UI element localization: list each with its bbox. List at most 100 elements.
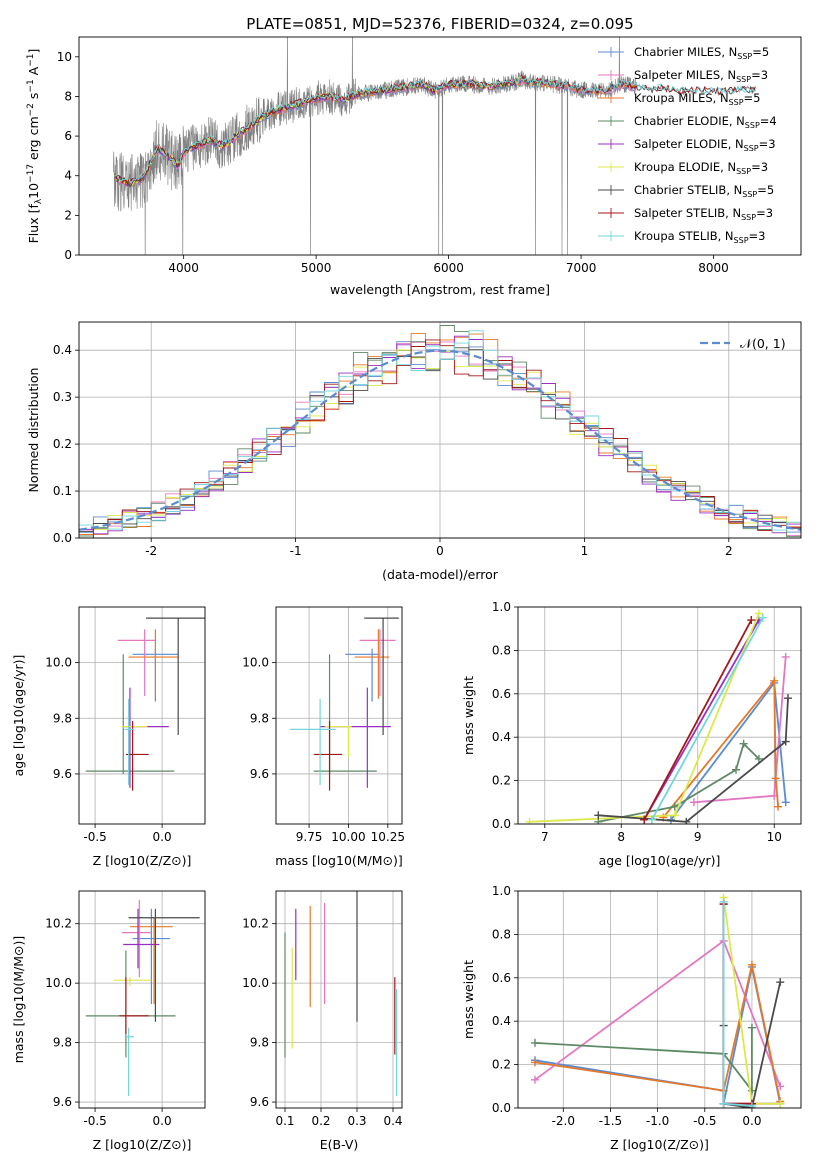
- legend-label-sub: SSP: [736, 75, 751, 84]
- series-kroupa_miles: [659, 676, 783, 822]
- legend-label-tail: =5: [752, 45, 769, 59]
- x-tick-label: 6000: [433, 261, 464, 275]
- x-tick-label: 0.1: [275, 1114, 294, 1128]
- y-tick-label: 1.0: [492, 600, 511, 614]
- series-marker: [747, 1101, 756, 1108]
- plot-area: [85, 617, 205, 791]
- x-tick-label: 1: [581, 544, 589, 558]
- legend-label-tail: =5: [744, 91, 761, 105]
- y-tick-label: 0.8: [492, 643, 511, 657]
- panel-mass_vs_EBV: 0.1 0.2 0.3 0.4 9.6 9.8 10.0 10.2 E(B-V): [242, 890, 403, 1152]
- y-tick-label: 9.8: [250, 711, 269, 725]
- x-tick-label: -1: [290, 544, 302, 558]
- series-marker: [670, 811, 679, 820]
- legend-label-kroupa_elodie: Kroupa ELODIE, NSSP=3: [634, 160, 768, 176]
- errorbar-salpeter_miles: [121, 899, 152, 978]
- y-tick-label: 9.8: [53, 1036, 72, 1050]
- y-tick-label: 10.0: [45, 656, 72, 670]
- y-axis-label: mass [log10(M/M⊙)]: [11, 936, 26, 1064]
- legend-label-sub: SSP: [737, 52, 752, 61]
- y-tick-label: 0.8: [492, 927, 511, 941]
- series-chabrier_stelib: [594, 694, 792, 824]
- x-tick-label: 5000: [301, 261, 332, 275]
- errorbar-kroupa_miles: [128, 629, 179, 699]
- x-tick-label: -0.5: [83, 830, 106, 844]
- series-salpeter_stelib: [640, 616, 756, 824]
- panel-residuals: -2 -1 0 1 2 0.0 0.1 0.2 0.3 0.4 𝒩(0, 1) (data-model…: [26, 321, 802, 582]
- legend-label-kroupa_miles: Kroupa MILES, NSSP=5: [634, 91, 760, 107]
- y-tick-label: 10.0: [45, 976, 72, 990]
- y-tick-label: 0.6: [492, 687, 511, 701]
- y-tick-label: 0.0: [492, 1101, 511, 1115]
- legend-label-kroupa_stelib: Kroupa STELIB, NSSP=3: [634, 229, 765, 245]
- panel-mass_weight_vs_age: 7 8 9 10 0.0 0.2 0.4 0.6 0.8 1.0 age [log10(age/yr…: [461, 600, 802, 868]
- y-tick-label: 0: [64, 248, 72, 262]
- x-tick-label: 10: [767, 830, 782, 844]
- x-tick-label: 0.0: [742, 1114, 761, 1128]
- y-axis-label: mass weight: [461, 676, 476, 755]
- series-marker: [781, 652, 790, 661]
- x-axis-label: wavelength [Angstrom, rest frame]: [330, 282, 550, 297]
- legend-label-text: Kroupa STELIB, N: [634, 229, 734, 243]
- tick-labels: 9.75 10.00 10.25 9.6 9.8 10.0: [242, 656, 405, 844]
- y-tick-label: 0.0: [492, 817, 511, 831]
- y-tick-label: 0.6: [492, 971, 511, 985]
- x-tick-label: 7000: [566, 261, 597, 275]
- x-tick-label: -2.0: [552, 1114, 575, 1128]
- histogram-chabrier_stelib: [79, 347, 801, 532]
- legend-label-sub: SSP: [734, 236, 749, 245]
- series-marker: [776, 1099, 785, 1108]
- errorbar-kroupa_elodie: [113, 977, 152, 987]
- series-kroupa_stelib: [647, 613, 767, 824]
- y-tick-label: 10: [57, 50, 72, 64]
- axes-frame: [78, 606, 206, 825]
- series-line: [534, 964, 782, 1102]
- y-tick-label: 4: [64, 169, 72, 183]
- y-tick-label: 2: [64, 208, 72, 222]
- y-tick-label: 0.2: [492, 774, 511, 788]
- x-tick-label: -1.5: [599, 1114, 622, 1128]
- x-tick-label: -1.0: [646, 1114, 669, 1128]
- y-tick-label: 1.0: [492, 884, 511, 898]
- legend-label-text: Kroupa ELODIE, N: [634, 160, 736, 174]
- series-marker: [731, 765, 740, 774]
- series-marker: [776, 978, 785, 987]
- tick-labels: -0.5 0.0 9.6 9.8 10.0: [45, 656, 171, 844]
- errorbar-kroupa_stelib: [290, 698, 336, 786]
- y-axis-label: Normed distribution: [26, 368, 41, 493]
- legend-label-salpeter_elodie: Salpeter ELODIE, NSSP=3: [634, 137, 776, 153]
- axes-frame: [78, 321, 802, 539]
- series-marker: [747, 616, 756, 625]
- panel-mass_vs_Z: -0.5 0.0 9.6 9.8 10.0 10.2 Z [log10(Z/Z⊙)] mass…: [11, 890, 206, 1152]
- errorbar-kroupa_stelib: [125, 1027, 134, 1097]
- series-marker: [781, 798, 790, 807]
- series-marker: [783, 694, 792, 703]
- series-line: [534, 1027, 753, 1094]
- legend-label-chabrier_elodie: Chabrier ELODIE, NSSP=4: [634, 114, 777, 130]
- y-tick-label: 0.2: [53, 437, 72, 451]
- axes-frame: [275, 606, 403, 825]
- legend-label-sub: SSP: [744, 144, 759, 153]
- series-marker: [781, 737, 790, 746]
- x-tick-label: -0.5: [83, 1114, 106, 1128]
- y-tick-label: 0.4: [492, 730, 511, 744]
- panel-spectrum: 4000 5000 6000 7000 8000 0 2 4 6 8 10 Chabrier MILE…: [26, 36, 802, 297]
- x-tick-label: 0.4: [383, 1114, 402, 1128]
- series-marker: [689, 798, 698, 807]
- x-tick-label: 4000: [168, 261, 199, 275]
- series-marker: [647, 815, 656, 824]
- y-tick-label: 6: [64, 129, 72, 143]
- plot-area: [85, 899, 200, 1097]
- series-line: [598, 698, 789, 823]
- x-tick-label: 0: [436, 544, 444, 558]
- plot-area: [525, 609, 792, 824]
- panel-mass_weight_vs_Z: -2.0 -1.5 -1.0 -0.5 0.0 0.0 0.2 0.4 0.6 0.8 1.0 Z […: [461, 884, 802, 1152]
- series-kroupa_stelib: [719, 897, 756, 1108]
- x-tick-label: 9: [694, 830, 702, 844]
- panel-age_vs_mass: 9.75 10.00 10.25 9.6 9.8 10.0 mass [log10(M/M⊙…: [242, 606, 405, 868]
- axes-frame: [78, 36, 802, 256]
- legend-label-tail: =4: [760, 114, 777, 128]
- tick-labels: 0.1 0.2 0.3 0.4 9.6 9.8 10.0 10.2: [242, 917, 402, 1128]
